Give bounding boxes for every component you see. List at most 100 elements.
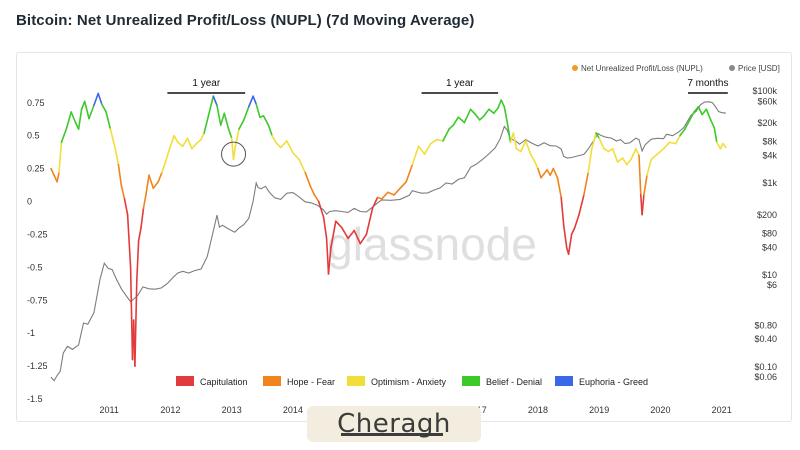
nupl-segment — [562, 224, 568, 249]
nupl-segment — [173, 134, 179, 144]
nupl-segment — [271, 134, 277, 144]
nupl-segment — [114, 148, 120, 166]
nupl-segment — [483, 108, 490, 117]
legend-top-label: Net Unrealized Profit/Loss (NUPL) — [581, 64, 703, 73]
nupl-segment — [262, 115, 270, 126]
x-tick-label: 2011 — [100, 405, 119, 415]
nupl-segment — [313, 194, 320, 203]
nupl-segment — [442, 128, 450, 142]
legend-label: Capitulation — [200, 377, 248, 387]
nupl-segment — [298, 158, 307, 174]
nupl-segment — [65, 111, 73, 130]
nupl-segment — [463, 108, 472, 124]
y-right-tick-label: $6 — [767, 280, 777, 290]
nupl-segment — [50, 167, 55, 176]
nupl-segment — [688, 111, 695, 121]
nupl-segment — [80, 100, 86, 111]
y-right-tick-label: $8k — [762, 137, 777, 147]
nupl-segment — [58, 141, 63, 174]
annotation-label: 1 year — [192, 78, 220, 89]
nupl-segment — [101, 103, 107, 113]
nupl-segment — [169, 134, 175, 147]
nupl-segment — [137, 227, 142, 242]
nupl-segment — [705, 108, 712, 121]
nupl-segment — [359, 233, 368, 245]
nupl-segment — [469, 108, 477, 116]
y-left-tick-label: 0.5 — [27, 131, 40, 141]
nupl-segment — [140, 207, 145, 229]
nupl-segment — [405, 163, 414, 183]
nupl-segment — [549, 167, 555, 176]
nupl-segment — [616, 157, 624, 163]
nupl-segment — [429, 138, 438, 145]
y-right-tick-label: $60k — [757, 96, 777, 106]
nupl-segment — [248, 95, 254, 108]
nupl-segment — [573, 213, 580, 229]
nupl-segment — [598, 137, 605, 150]
legend-swatch — [347, 376, 365, 386]
y-left-tick-label: -1.25 — [27, 361, 48, 371]
nupl-segment — [216, 104, 222, 126]
nupl-segment — [611, 148, 619, 163]
nupl-segment — [327, 246, 332, 275]
nupl-segment — [267, 124, 273, 137]
nupl-segment — [88, 104, 95, 120]
nupl-segment — [243, 105, 250, 121]
nupl-segment — [607, 148, 614, 153]
legend-label: Euphoria - Greed — [579, 377, 648, 387]
nupl-segment — [656, 148, 665, 155]
y-left-tick-label: -1.5 — [27, 394, 43, 404]
nupl-segment — [625, 158, 632, 166]
nupl-segment — [452, 116, 460, 126]
x-tick-label: 2018 — [528, 405, 548, 415]
nupl-chart[interactable]: glassnode -1.5 -1.25 -1 -0.75 -0.5 -0.25 0 0.25 0… — [17, 53, 791, 421]
y-right-tick-label: $40 — [762, 242, 777, 252]
nupl-segment — [191, 142, 197, 150]
nupl-segment — [662, 141, 671, 150]
nupl-segment — [105, 111, 112, 130]
nupl-segment — [219, 112, 226, 126]
nupl-segment — [701, 108, 708, 116]
y-right-tick-label: $80 — [762, 228, 777, 238]
nupl-segment — [474, 113, 481, 121]
nupl-segment — [292, 152, 300, 161]
nupl-segment — [123, 198, 129, 216]
y-right-tick-label: $4k — [762, 150, 777, 160]
nupl-segment — [97, 92, 103, 105]
y-right-tick-label: $1k — [762, 178, 777, 188]
nupl-segment — [120, 184, 126, 200]
y-right-tick-label: $0.06 — [754, 372, 777, 382]
legend-swatch — [555, 376, 573, 386]
nupl-segment — [387, 191, 395, 196]
nupl-segment — [524, 140, 532, 155]
nupl-segment — [570, 227, 576, 236]
nupl-segment — [117, 163, 123, 187]
nupl-segment — [200, 132, 205, 141]
nupl-segment — [552, 167, 559, 179]
nupl-segment — [234, 128, 240, 147]
nupl-segment — [371, 196, 379, 209]
y-left-tick-label: 0.75 — [27, 98, 45, 108]
nupl-segment — [643, 174, 648, 196]
nupl-segment — [177, 141, 184, 147]
nupl-segment — [646, 158, 653, 176]
price-line — [50, 101, 727, 382]
nupl-segment — [578, 194, 585, 216]
nupl-segment — [304, 171, 311, 187]
nupl-segment — [341, 227, 349, 240]
nupl-segment — [529, 153, 536, 163]
nupl-segment — [274, 141, 282, 149]
annotation-label: 1 year — [446, 78, 474, 89]
nupl-segment — [583, 171, 590, 196]
y-left-tick-label: -0.75 — [27, 295, 48, 305]
nupl-segment — [186, 137, 193, 150]
legend-swatch — [263, 376, 281, 386]
nupl-segment — [560, 196, 565, 226]
nupl-segment — [679, 128, 686, 137]
legend-label: Belief - Denial — [486, 377, 542, 387]
nupl-segment — [478, 115, 485, 121]
watermark-text: glassnode — [327, 218, 537, 270]
y-left-tick-label: 0.25 — [27, 164, 45, 174]
nupl-segment — [330, 220, 337, 249]
nupl-segment — [713, 127, 718, 144]
